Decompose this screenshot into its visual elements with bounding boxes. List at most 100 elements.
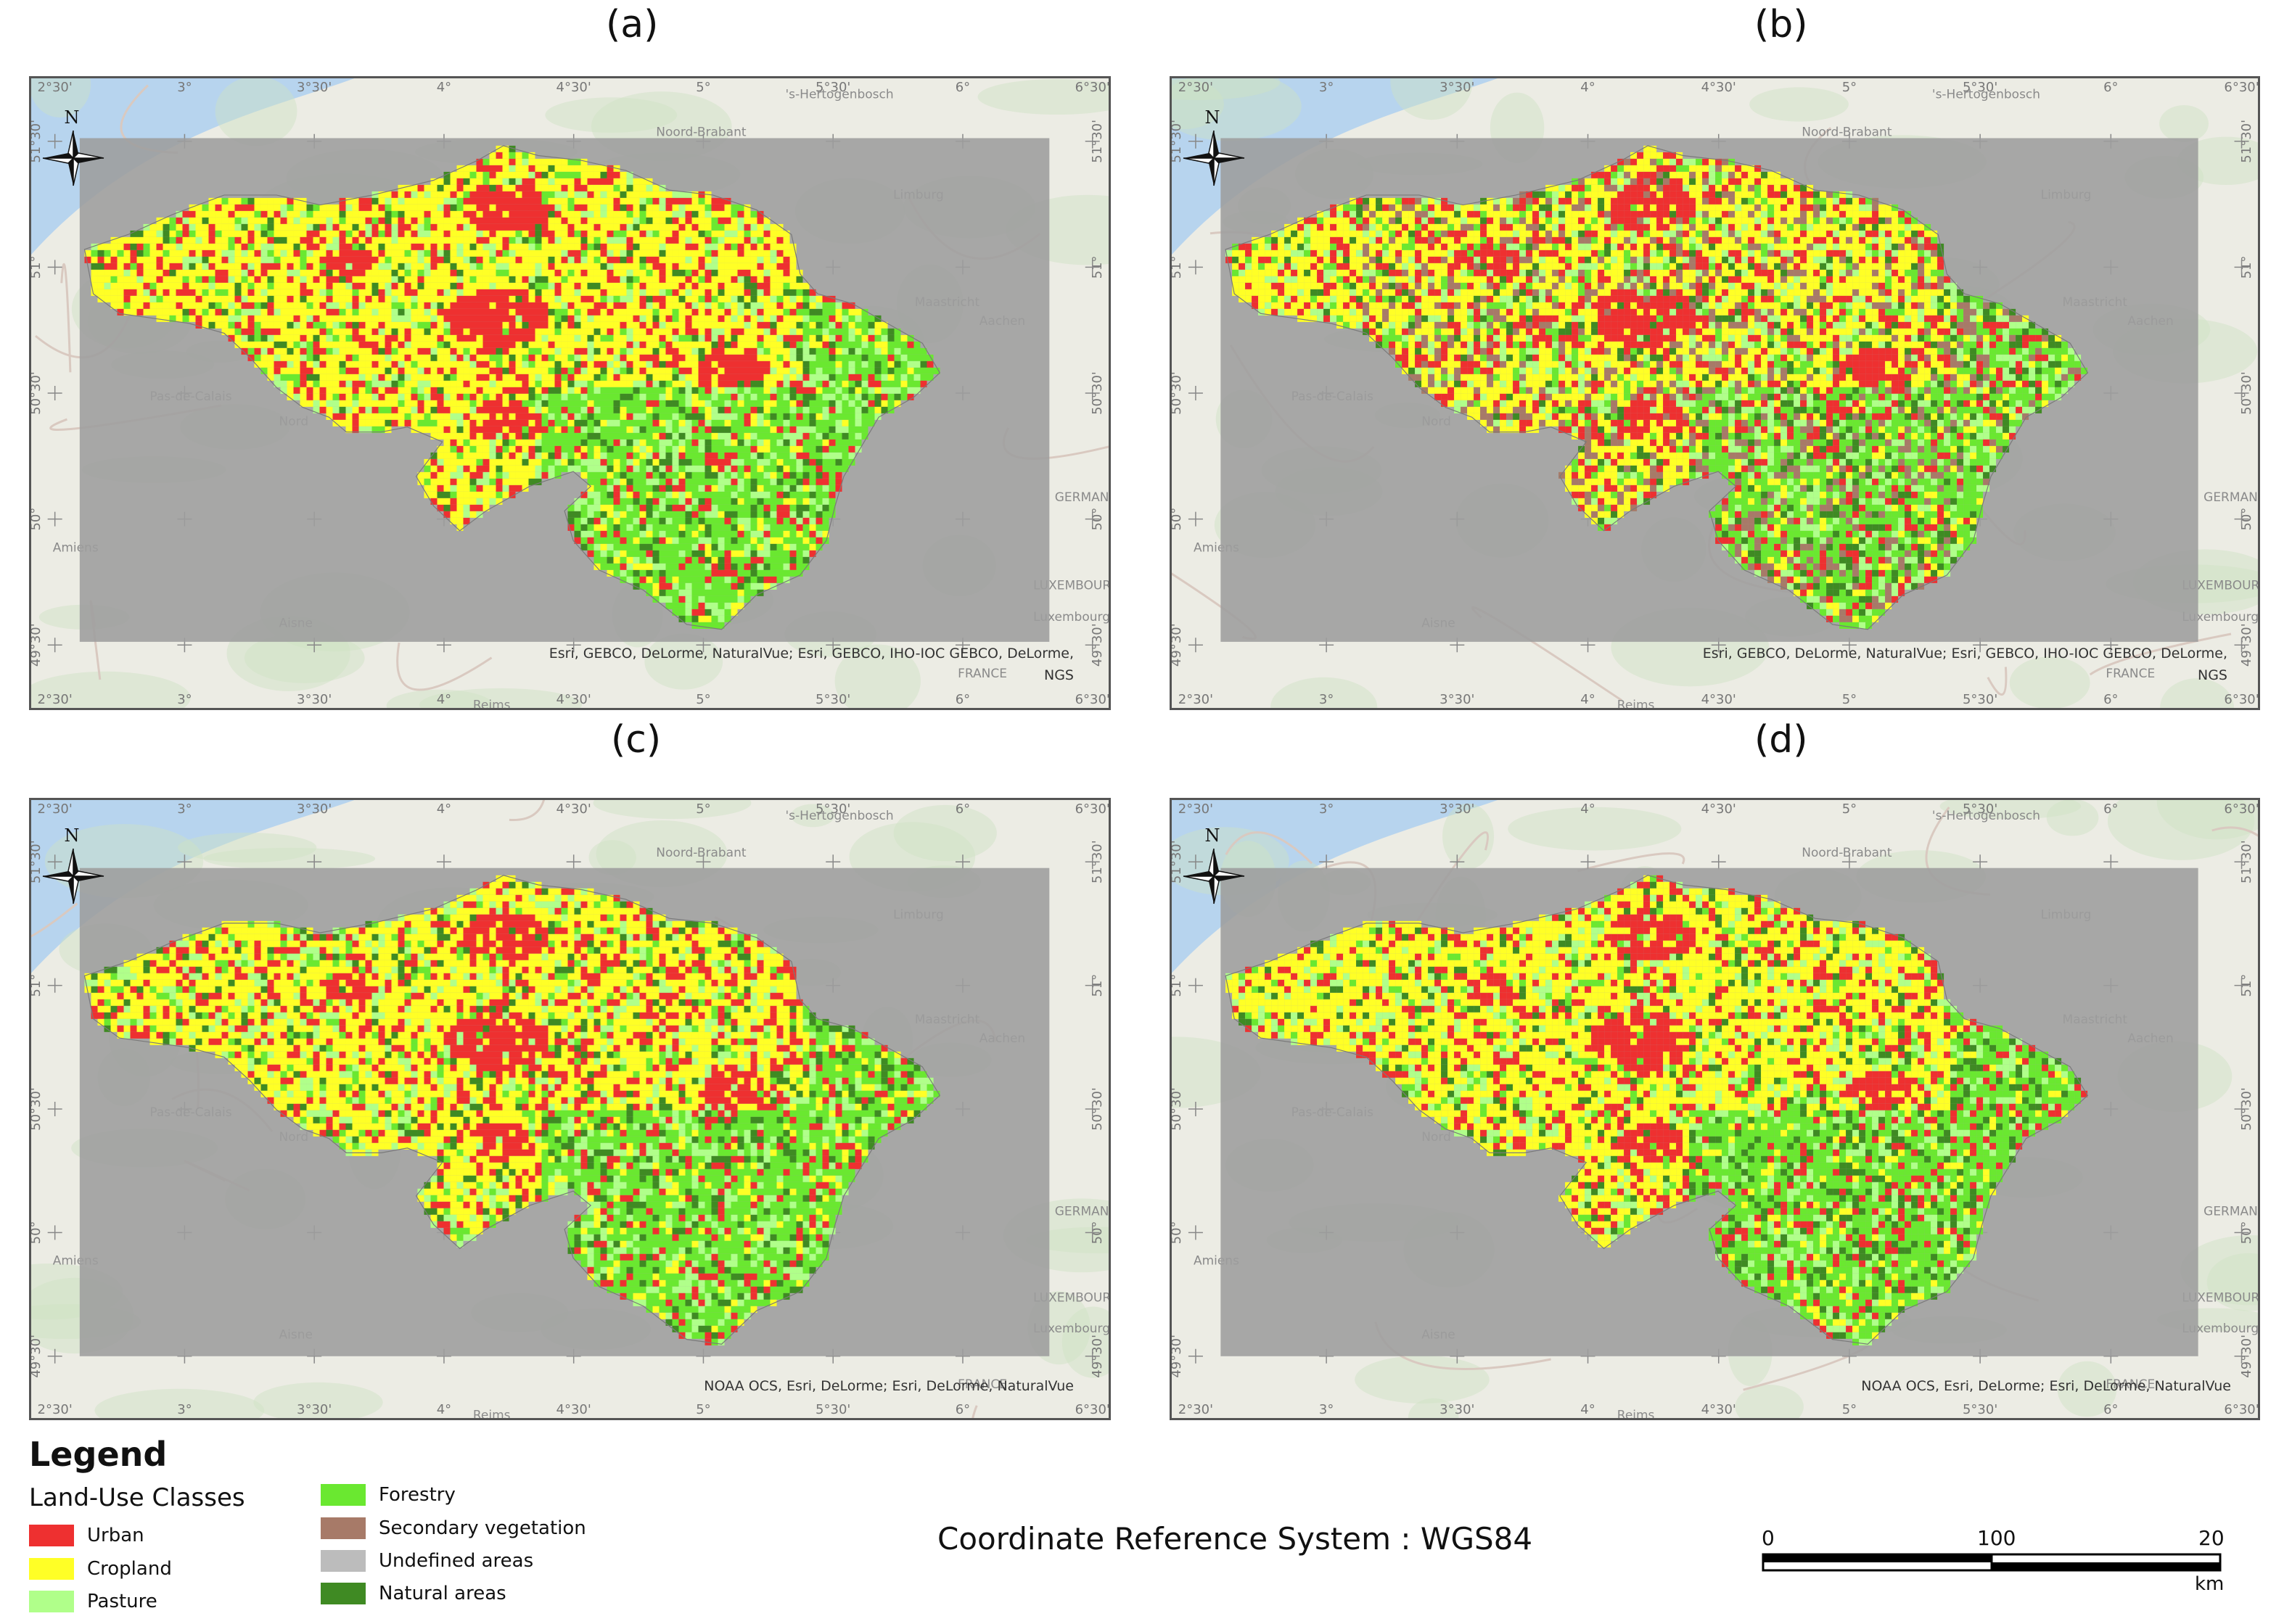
land-use-cell [593,485,601,492]
land-use-cell [234,210,242,218]
land-use-cell [443,263,451,270]
land-use-cell [469,347,477,355]
land-use-cell [829,465,836,472]
land-use-cell [456,178,464,185]
land-use-cell [802,458,810,466]
land-use-cell [274,321,281,329]
land-use-cell [267,302,274,309]
land-use-cell [737,452,744,459]
land-use-cell [567,367,575,374]
land-use-cell [326,269,333,276]
land-use-cell [776,347,784,355]
land-use-cell [894,347,901,355]
land-use-cell [776,504,784,511]
land-use-cell [757,341,764,348]
land-use-cell [319,400,326,407]
land-use-cell [607,445,614,453]
land-use-cell [626,210,633,218]
land-use-cell [574,426,581,433]
land-use-cell [593,360,601,368]
land-use-cell [829,426,836,433]
land-use-cell [535,347,542,355]
land-use-cell [718,282,725,289]
land-use-cell [678,393,686,400]
grid-cross [1085,511,1100,527]
land-use-cell [620,321,627,329]
map-panel-a[interactable]: 2°30' 2°30' 3° 3° 3°30' 3°30' 4° 4° 4°30' 4°30' 5°… [29,76,1111,710]
land-use-cell [626,413,633,420]
land-use-cell [607,210,614,218]
land-use-cell [802,524,810,531]
land-use-cell [691,458,699,466]
land-use-cell [737,439,744,446]
land-use-cell [189,269,196,276]
land-use-cell [463,517,470,524]
land-use-cell [678,354,686,361]
land-use-cell [463,347,470,355]
land-use-cell [195,269,202,276]
land-use-cell [443,511,451,518]
land-use-cell [600,315,607,322]
land-use-cell [345,236,353,244]
land-use-cell [711,315,718,322]
land-use-cell [567,458,575,466]
land-use-cell [130,302,137,309]
land-use-cell [744,387,751,394]
land-use-cell [554,354,562,361]
land-use-cell [587,419,594,426]
land-use-cell [430,360,438,368]
land-use-cell [659,302,666,309]
land-use-cell [881,393,888,400]
land-use-cell [541,419,549,426]
land-use-cell [626,269,633,276]
land-use-cell [881,341,888,348]
land-use-cell [489,354,496,361]
land-use-cell [326,400,333,407]
land-use-cell [796,537,803,544]
land-use-cell [848,354,855,361]
land-use-cell [639,550,646,557]
land-use-cell [874,321,882,329]
land-use-cell [482,354,490,361]
land-use-cell [868,354,875,361]
land-use-cell [456,517,464,524]
land-use-cell [221,321,229,329]
land-use-cell [482,171,490,178]
land-use-cell [398,341,405,348]
land-use-cell [391,380,398,387]
land-use-cell [776,452,784,459]
land-use-cell [450,256,457,263]
land-use-cell [731,328,738,335]
land-use-cell [626,550,633,557]
land-use-cell [574,269,581,276]
land-use-cell [456,347,464,355]
land-use-cell [770,550,777,557]
land-use-cell [750,223,757,231]
land-use-cell [678,504,686,511]
land-use-cell [136,289,144,296]
land-use-cell [522,236,529,244]
basemap-place-label: FRANCE [958,667,1007,681]
land-use-cell [176,230,183,237]
land-use-cell [267,243,274,250]
land-use-cell [620,230,627,237]
land-use-cell [535,178,542,185]
land-use-cell [718,250,725,257]
land-use-cell [809,413,816,420]
land-use-cell [705,380,712,387]
land-use-cell [287,230,294,237]
land-use-cell [528,243,535,250]
land-use-cell [816,302,823,309]
land-use-cell [842,426,849,433]
land-use-cell [600,543,607,551]
land-use-cell [665,295,673,302]
land-use-cell [678,295,686,302]
land-use-cell [685,511,692,518]
land-use-cell [482,341,490,348]
land-use-cell [443,328,451,335]
land-use-cell [267,374,274,381]
land-use-cell [822,537,829,544]
land-use-cell [385,426,392,433]
land-use-cell [522,223,529,231]
land-use-cell [215,243,222,250]
